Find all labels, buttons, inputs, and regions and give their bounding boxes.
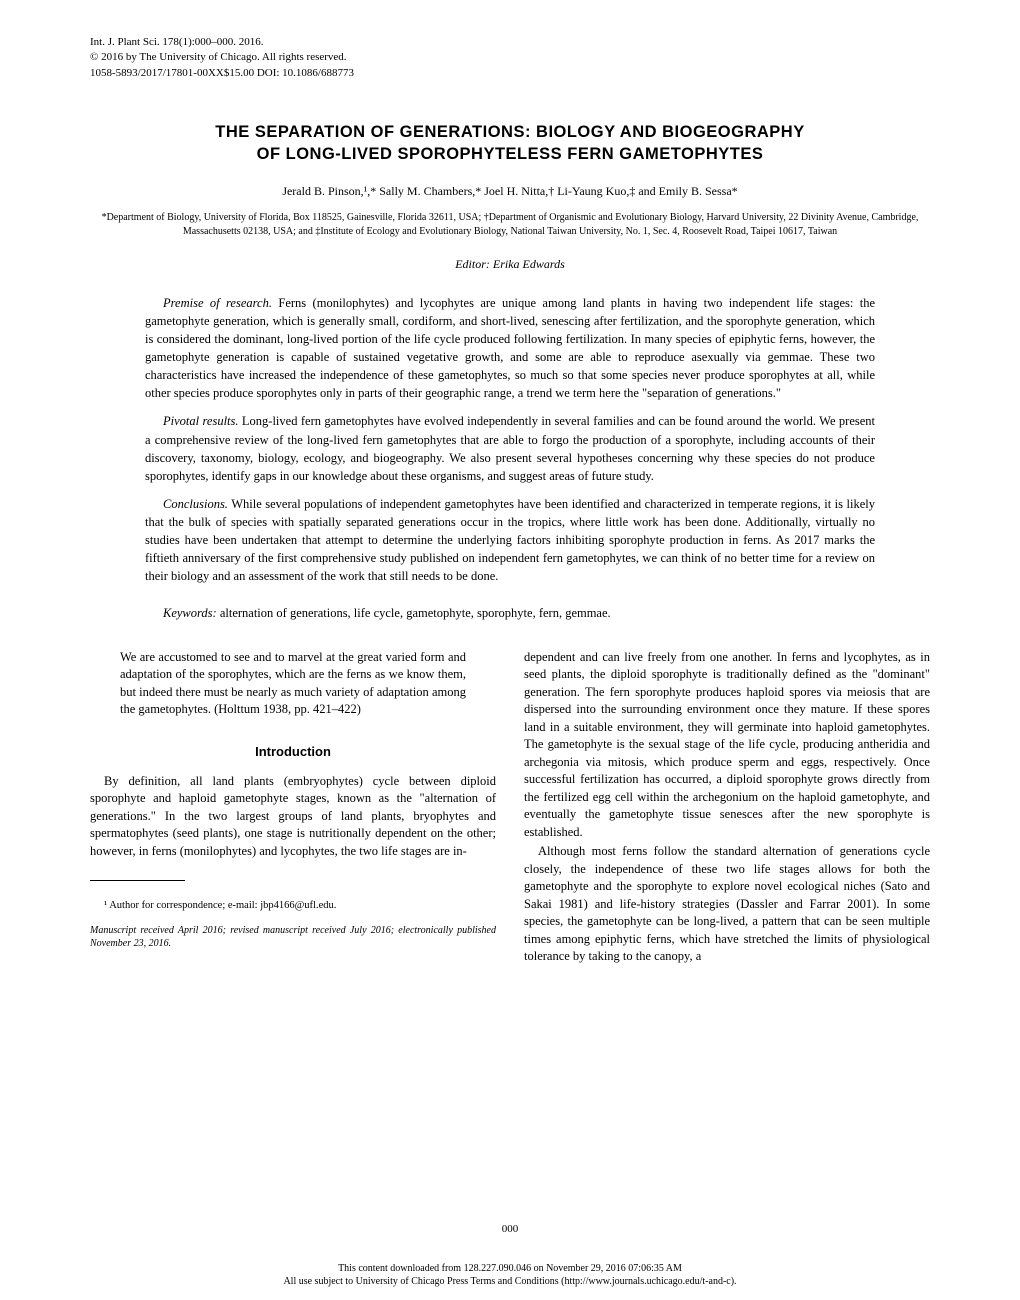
conclusions-section: Conclusions. While several populations o… — [145, 495, 875, 586]
body-columns: We are accustomed to see and to marvel a… — [90, 649, 930, 968]
author-correspondence: ¹ Author for correspondence; e-mail: jbp… — [90, 899, 496, 914]
article-title: THE SEPARATION OF GENERATIONS: BIOLOGY A… — [90, 121, 930, 166]
keywords-text: alternation of generations, life cycle, … — [217, 606, 611, 620]
journal-citation: Int. J. Plant Sci. 178(1):000–000. 2016. — [90, 35, 930, 50]
pivotal-section: Pivotal results. Long-lived fern gametop… — [145, 412, 875, 485]
keywords-line: Keywords: alternation of generations, li… — [90, 606, 930, 621]
pivotal-heading: Pivotal results. — [163, 414, 239, 428]
premise-section: Premise of research. Ferns (monilophytes… — [145, 294, 875, 403]
conclusions-text: While several populations of independent… — [145, 497, 875, 584]
left-column: We are accustomed to see and to marvel a… — [90, 649, 496, 968]
journal-info: Int. J. Plant Sci. 178(1):000–000. 2016.… — [90, 35, 930, 81]
title-line-2: OF LONG-LIVED SPOROPHYTELESS FERN GAMETO… — [90, 143, 930, 165]
premise-text: Ferns (monilophytes) and lycophytes are … — [145, 296, 875, 401]
manuscript-dates: Manuscript received April 2016; revised … — [90, 924, 496, 950]
journal-copyright: © 2016 by The University of Chicago. All… — [90, 50, 930, 65]
keywords-label: Keywords: — [163, 606, 217, 620]
footer-download-info: This content downloaded from 128.227.090… — [283, 1262, 736, 1275]
editor-line: Editor: Erika Edwards — [90, 257, 930, 272]
right-column: dependent and can live freely from one a… — [524, 649, 930, 968]
journal-issn-doi: 1058-5893/2017/17801-00XX$15.00 DOI: 10.… — [90, 66, 930, 81]
footnote-rule — [90, 880, 185, 881]
page-number: 000 — [502, 1223, 519, 1235]
affiliations: *Department of Biology, University of Fl… — [90, 211, 930, 239]
page-footer: This content downloaded from 128.227.090… — [283, 1262, 736, 1288]
footer-terms: All use subject to University of Chicago… — [283, 1275, 736, 1288]
abstract-block: Premise of research. Ferns (monilophytes… — [90, 294, 930, 586]
introduction-heading: Introduction — [90, 743, 496, 761]
premise-heading: Premise of research. — [163, 296, 272, 310]
intro-para-1-continued: dependent and can live freely from one a… — [524, 649, 930, 842]
title-line-1: THE SEPARATION OF GENERATIONS: BIOLOGY A… — [90, 121, 930, 143]
epigraph: We are accustomed to see and to marvel a… — [90, 649, 496, 719]
authors-line: Jerald B. Pinson,¹,* Sally M. Chambers,*… — [90, 184, 930, 199]
intro-para-2: Although most ferns follow the standard … — [524, 843, 930, 966]
intro-para-1: By definition, all land plants (embryoph… — [90, 773, 496, 861]
pivotal-text: Long-lived fern gametophytes have evolve… — [145, 414, 875, 482]
conclusions-heading: Conclusions. — [163, 497, 228, 511]
